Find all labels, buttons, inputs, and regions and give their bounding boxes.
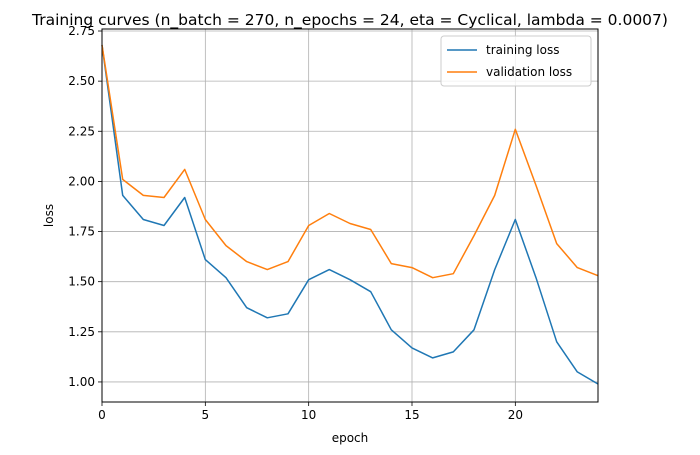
y-tick-label: 2.50 [68, 74, 95, 88]
chart-title: Training curves (n_batch = 270, n_epochs… [31, 11, 668, 30]
series-line-training-loss [101, 44, 599, 385]
y-tick-label: 2.00 [68, 174, 95, 188]
legend-label: training loss [486, 43, 559, 57]
y-tick-label: 1.75 [68, 225, 95, 239]
x-axis-label: epoch [332, 431, 369, 445]
legend-box [440, 35, 592, 87]
grid-lines [101, 29, 598, 402]
x-tick-label: 20 [508, 408, 523, 422]
x-tick-label: 10 [301, 408, 316, 422]
y-axis-ticks: 1.00 1.25 1.50 1.75 2.00 2.25 2.50 2.75 [68, 24, 102, 389]
x-tick-label: 5 [202, 408, 210, 422]
x-tick-label: 0 [98, 408, 106, 422]
y-axis-label: loss [42, 204, 56, 227]
x-axis-ticks: 0 5 10 15 20 [98, 402, 523, 422]
y-tick-label: 1.00 [68, 375, 95, 389]
y-tick-label: 1.25 [68, 325, 95, 339]
legend: training loss validation loss [440, 35, 592, 87]
plot-frame [101, 28, 599, 403]
y-tick-label: 2.75 [68, 24, 95, 38]
y-tick-label: 1.50 [68, 275, 95, 289]
x-tick-label: 15 [404, 408, 419, 422]
legend-label: validation loss [486, 65, 572, 79]
y-tick-label: 2.25 [68, 124, 95, 138]
series-lines [101, 44, 599, 385]
series-line-validation-loss [101, 44, 599, 279]
